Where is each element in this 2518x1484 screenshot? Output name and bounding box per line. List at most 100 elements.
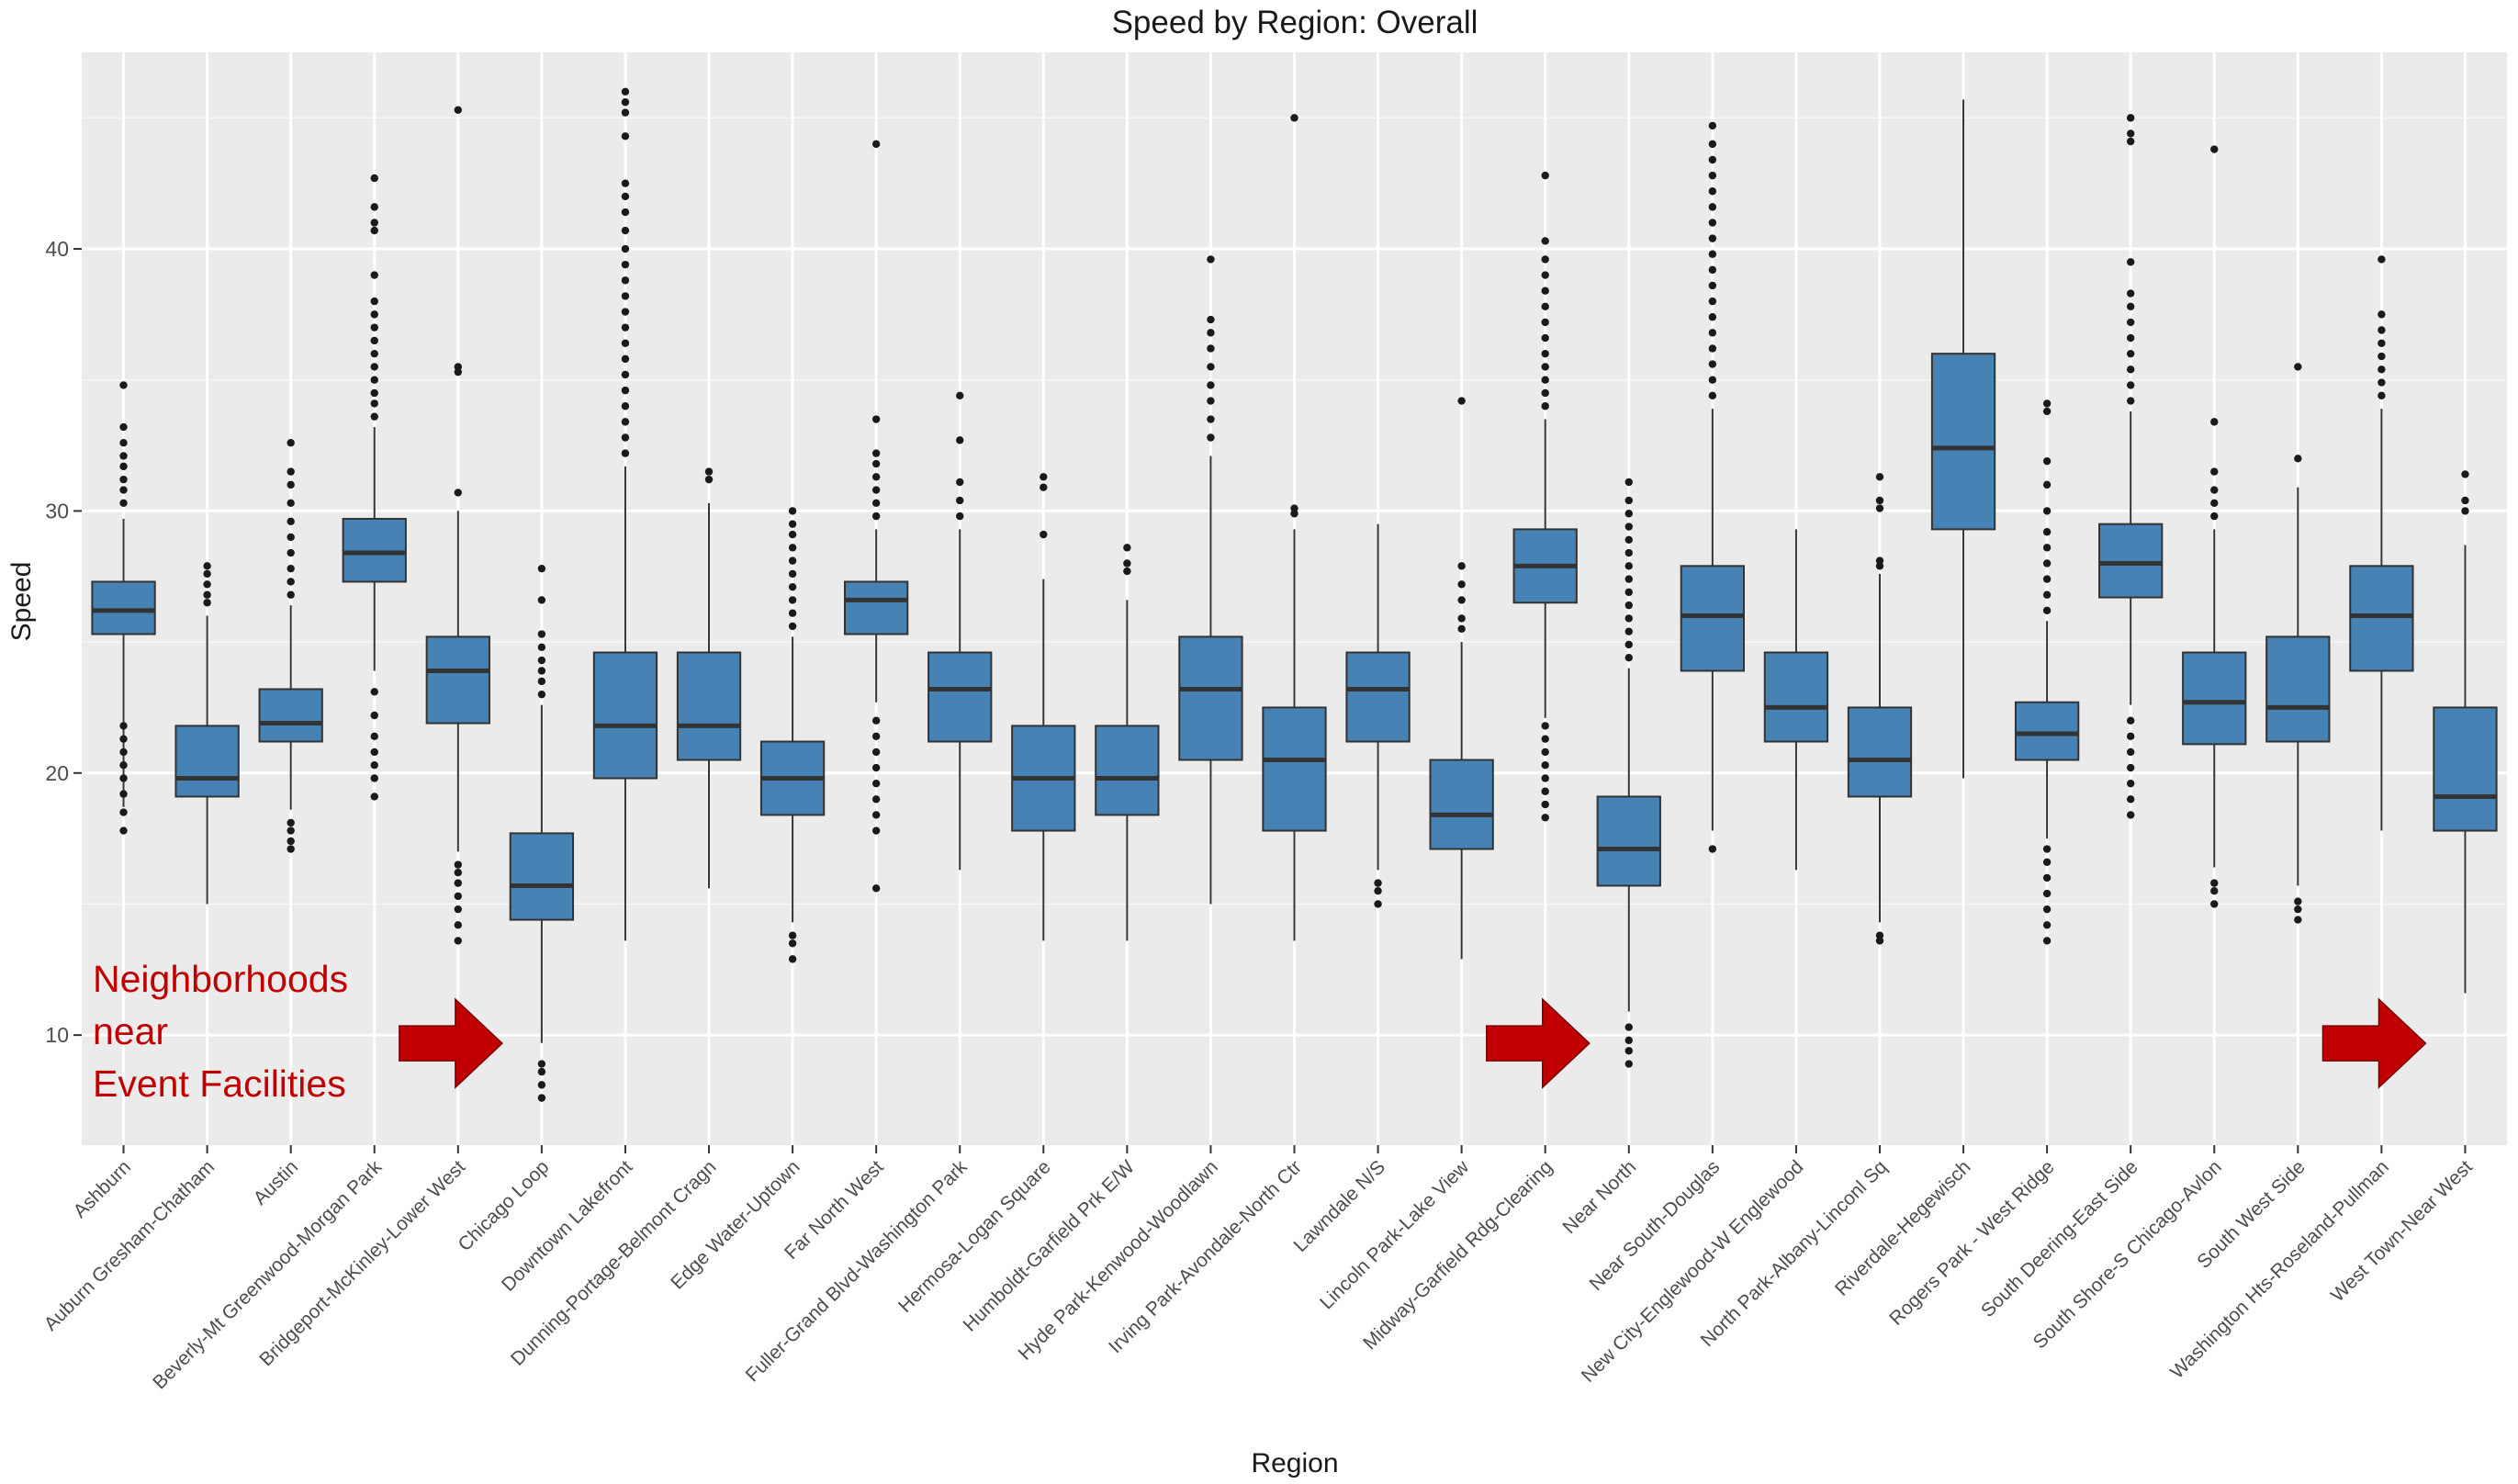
outlier-point [1624, 627, 1633, 635]
outlier-point [119, 735, 128, 743]
outlier-point [1624, 588, 1633, 597]
outlier-point [119, 748, 128, 757]
outlier-point [1040, 483, 1048, 491]
outlier-point [1040, 530, 1048, 539]
box-6 [509, 564, 575, 1102]
box-8 [676, 467, 742, 889]
outlier-point [1624, 1036, 1633, 1045]
outlier-point [370, 219, 378, 227]
outlier-point [454, 363, 463, 371]
outlier-point [621, 449, 630, 457]
box-body [1763, 651, 1829, 743]
box-10 [844, 140, 909, 893]
outlier-point [203, 580, 211, 589]
outlier-point [2042, 858, 2051, 866]
outlier-point [287, 480, 295, 489]
box-body [509, 832, 575, 921]
outlier-point [287, 533, 295, 542]
outlier-point [537, 1067, 546, 1076]
outlier-point [537, 596, 546, 604]
outlier-point [788, 520, 797, 528]
box-23 [1930, 99, 1996, 779]
outlier-point [788, 609, 797, 617]
outlier-point [1541, 722, 1549, 730]
x-tick-label: Hermosa-Logan Square [894, 1156, 1055, 1317]
outlier-point [1708, 140, 1717, 149]
box-28 [2349, 255, 2414, 831]
outlier-point [1875, 473, 1884, 481]
outlier-point [621, 308, 630, 316]
outlier-point [788, 544, 797, 552]
outlier-point [2126, 289, 2135, 298]
outlier-point [2126, 349, 2135, 358]
outlier-point [2042, 456, 2051, 466]
y-tick-label: 30 [45, 499, 69, 523]
outlier-point [370, 310, 378, 319]
box-body [676, 651, 742, 761]
outlier-point [119, 790, 128, 798]
y-tick-label: 10 [45, 1023, 69, 1047]
outlier-point [2126, 779, 2135, 788]
outlier-point [2126, 716, 2135, 725]
outlier-point [1708, 845, 1717, 853]
outlier-point [2210, 418, 2219, 426]
outlier-point [370, 399, 378, 408]
box-body [2098, 523, 2164, 599]
x-tick-label: Rogers Park - West Ridge [1885, 1156, 2058, 1329]
outlier-point [287, 517, 295, 526]
outlier-point [871, 499, 881, 508]
outlier-point [119, 826, 128, 835]
outlier-point [2210, 145, 2219, 153]
outlier-point [1708, 234, 1717, 242]
x-tick-label: South Deering-East Side [1977, 1156, 2142, 1321]
outlier-point [1624, 523, 1633, 531]
outlier-point [1541, 271, 1549, 279]
outlier-point [1624, 510, 1633, 518]
outlier-point [1624, 478, 1633, 487]
outlier-point [1624, 614, 1633, 623]
outlier-point [119, 462, 128, 471]
outlier-point [956, 436, 964, 444]
outlier-point [370, 271, 378, 279]
outlier-point [370, 174, 378, 183]
outlier-point [537, 1081, 546, 1089]
outlier-point [788, 931, 797, 939]
outlier-point [2210, 886, 2219, 895]
outlier-point [1123, 559, 1131, 568]
outlier-point [2126, 114, 2135, 122]
outlier-point [370, 761, 378, 770]
outlier-point [1457, 614, 1466, 623]
box-body [927, 651, 993, 743]
box-body [592, 651, 658, 780]
outlier-point [2126, 333, 2135, 343]
box-27 [2265, 363, 2331, 924]
outlier-point [871, 826, 881, 835]
outlier-point [1457, 596, 1466, 604]
outlier-point [2042, 559, 2051, 568]
outlier-point [1374, 879, 1382, 887]
outlier-point [2126, 732, 2135, 741]
box-7 [592, 87, 658, 941]
box-body [1429, 759, 1494, 850]
x-tick-label: Austin [250, 1156, 303, 1209]
outlier-point [537, 643, 546, 651]
outlier-point [537, 630, 546, 638]
box-29 [2433, 470, 2498, 994]
outlier-point [1624, 601, 1633, 610]
outlier-point [1624, 562, 1633, 570]
outlier-point [1541, 376, 1549, 384]
y-tick-label: 40 [45, 237, 69, 261]
outlier-point [537, 690, 546, 699]
outlier-point [2294, 455, 2302, 463]
x-tick-label: Humboldt-Garfield Prk E/W [960, 1156, 1139, 1335]
outlier-point [287, 590, 295, 599]
y-tick-label: 20 [45, 761, 69, 785]
outlier-point [2126, 318, 2135, 327]
box-19 [1596, 478, 1661, 1068]
box-body [1596, 795, 1661, 887]
outlier-point [119, 499, 128, 508]
outlier-point [370, 363, 378, 371]
outlier-point [1541, 255, 1549, 264]
outlier-point [1708, 121, 1717, 130]
